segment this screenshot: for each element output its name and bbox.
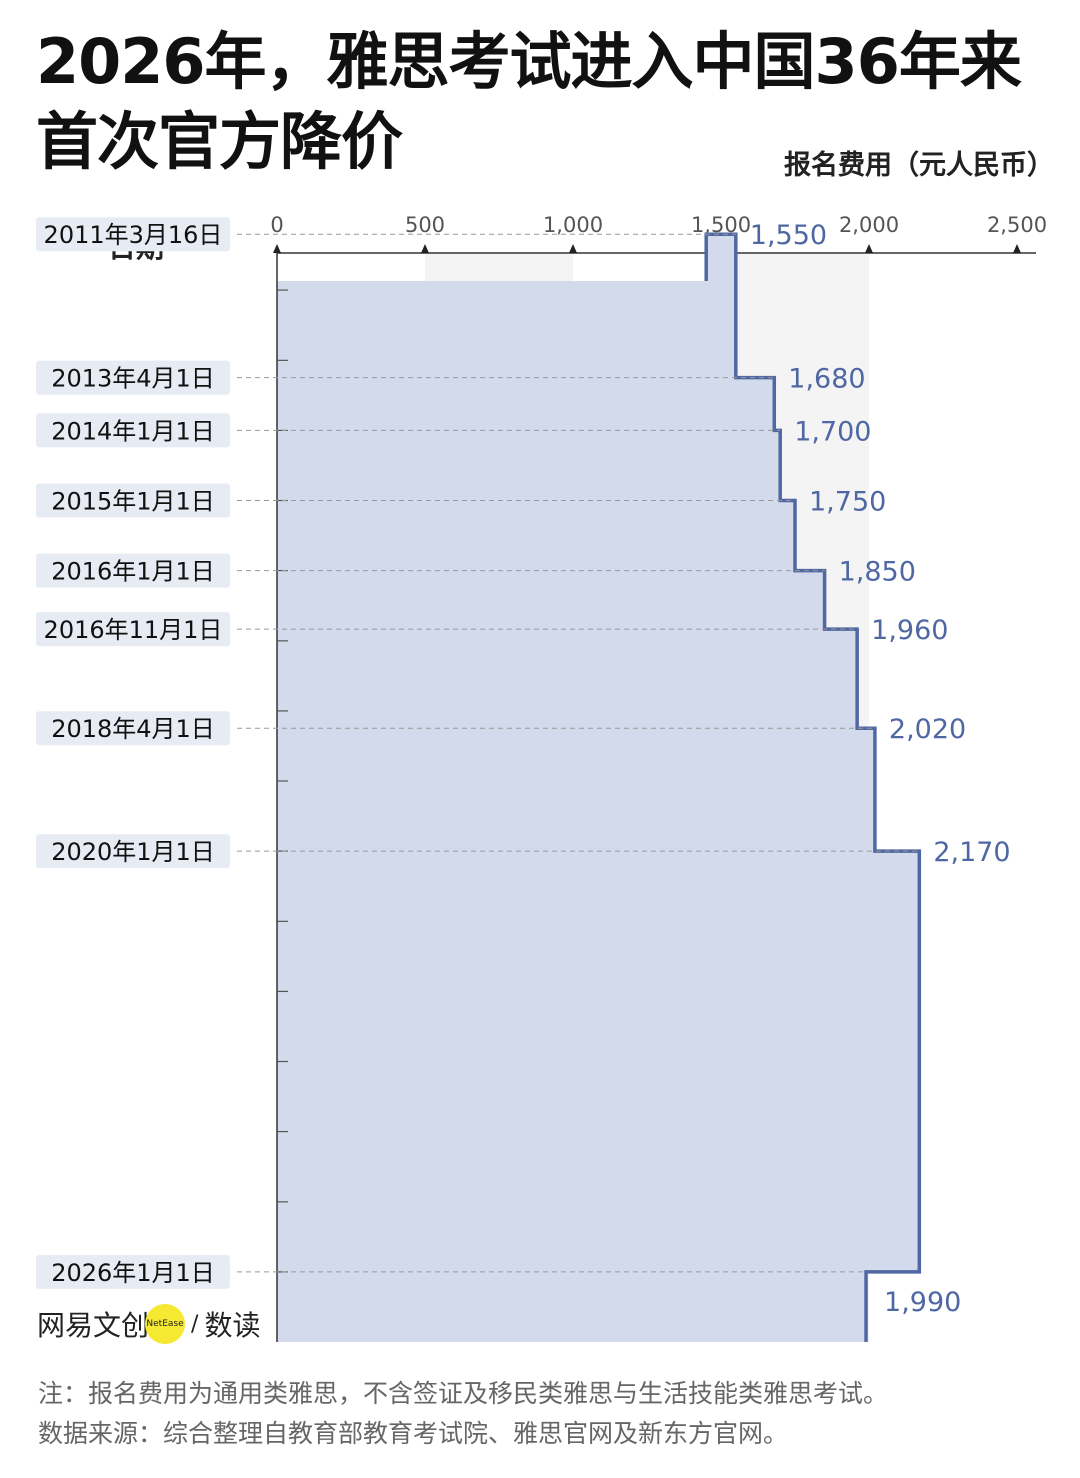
x-tick-mark [569,244,577,253]
brand-column: 数读 [204,1309,261,1342]
date-label-bg [36,413,230,448]
date-label: 2016年1月1日 [51,558,215,586]
value-label: 1,960 [871,615,948,646]
date-label-bg [36,711,230,746]
value-label: 1,750 [809,487,886,518]
x-tick-mark [421,244,429,253]
date-label: 2016年11月1日 [44,616,223,644]
date-label-bg [36,553,230,588]
brand-separator: / [191,1311,199,1337]
x-tick-label: 0 [270,213,283,237]
brand-logo: 网易文创 NetEase / 数读 [37,1304,260,1344]
value-label: 2,170 [933,837,1010,868]
date-label: 2018年4月1日 [51,715,215,743]
chart-title-line-2: 首次官方降价 [36,105,403,178]
date-label-bg [36,217,230,252]
footnote-scope: 注：报名费用为通用类雅思，不含签证及移民类雅思与生活技能类雅思考试。 [38,1379,889,1408]
date-label: 2014年1月1日 [51,417,215,445]
date-label: 2020年1月1日 [51,838,215,866]
footnote-source: 数据来源：综合整理自教育部教育考试院、雅思官网及新东方官网。 [38,1419,789,1448]
brand-name: 网易文创 [37,1309,150,1342]
price-area-fill [277,234,920,1342]
value-label: 2,020 [889,714,966,745]
x-tick-label: 2,500 [987,213,1047,237]
value-label: 1,990 [884,1287,961,1318]
chart-title-line-1: 2026年，雅思考试进入中国36年来 [36,25,1022,98]
date-label-bg [36,360,230,395]
date-label: 2015年1月1日 [51,488,215,516]
chart-title: 2026年，雅思考试进入中国36年来 首次官方降价 [36,22,1022,182]
value-label: 1,680 [788,364,865,395]
x-tick-label: 1,000 [543,213,603,237]
brand-badge: NetEase [145,1304,186,1344]
x-tick-label: 2,000 [839,213,899,237]
value-label: 1,850 [839,557,916,588]
date-label-bg [36,834,230,869]
x-tick-mark [865,244,873,253]
footnotes: 注：报名费用为通用类雅思，不含签证及移民类雅思与生活技能类雅思考试。 数据来源：… [38,1374,888,1454]
x-axis-unit-label: 报名费用（元人民币） [784,150,1054,181]
date-label: 2013年4月1日 [51,365,215,393]
date-label: 2026年1月1日 [51,1259,215,1287]
value-label: 1,550 [750,220,827,251]
x-tick-label: 500 [405,213,445,237]
date-label-bg [36,483,230,518]
value-label: 1,700 [794,416,871,447]
x-tick-mark [273,244,281,253]
date-label-bg [36,612,230,647]
date-label-bg [36,1254,230,1289]
x-tick-mark [1013,244,1021,253]
date-label: 2011年3月16日 [44,221,223,249]
